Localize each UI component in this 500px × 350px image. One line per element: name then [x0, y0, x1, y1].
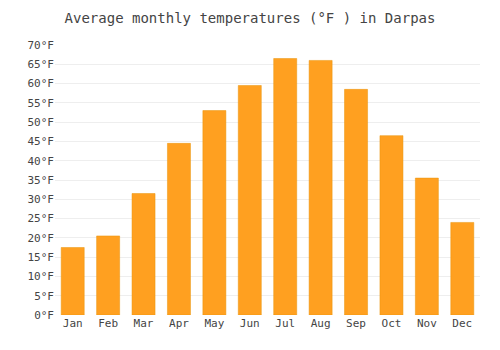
svg-text:Nov: Nov: [417, 317, 437, 330]
svg-text:Jul: Jul: [275, 317, 295, 330]
svg-text:May: May: [204, 317, 224, 330]
svg-text:30°F: 30°F: [28, 193, 55, 206]
svg-text:0°F: 0°F: [34, 309, 54, 322]
svg-text:65°F: 65°F: [28, 58, 55, 71]
svg-text:70°F: 70°F: [28, 39, 55, 52]
svg-text:Feb: Feb: [98, 317, 118, 330]
svg-text:Average monthly temperatures (: Average monthly temperatures (°F ) in Da…: [65, 10, 436, 26]
svg-text:60°F: 60°F: [28, 77, 55, 90]
svg-text:25°F: 25°F: [28, 212, 55, 225]
svg-text:Dec: Dec: [452, 317, 472, 330]
svg-text:45°F: 45°F: [28, 135, 55, 148]
svg-text:20°F: 20°F: [28, 232, 55, 245]
svg-text:5°F: 5°F: [34, 290, 54, 303]
svg-text:Jun: Jun: [240, 317, 260, 330]
svg-text:Aug: Aug: [311, 317, 331, 330]
svg-text:40°F: 40°F: [28, 155, 55, 168]
svg-text:55°F: 55°F: [28, 97, 55, 110]
svg-text:Jan: Jan: [63, 317, 83, 330]
svg-text:Mar: Mar: [134, 317, 154, 330]
svg-text:Oct: Oct: [382, 317, 402, 330]
svg-text:35°F: 35°F: [28, 174, 55, 187]
svg-text:Sep: Sep: [346, 317, 366, 330]
svg-text:15°F: 15°F: [28, 251, 55, 264]
svg-text:Apr: Apr: [169, 317, 189, 330]
svg-text:50°F: 50°F: [28, 116, 55, 129]
svg-text:10°F: 10°F: [28, 270, 55, 283]
